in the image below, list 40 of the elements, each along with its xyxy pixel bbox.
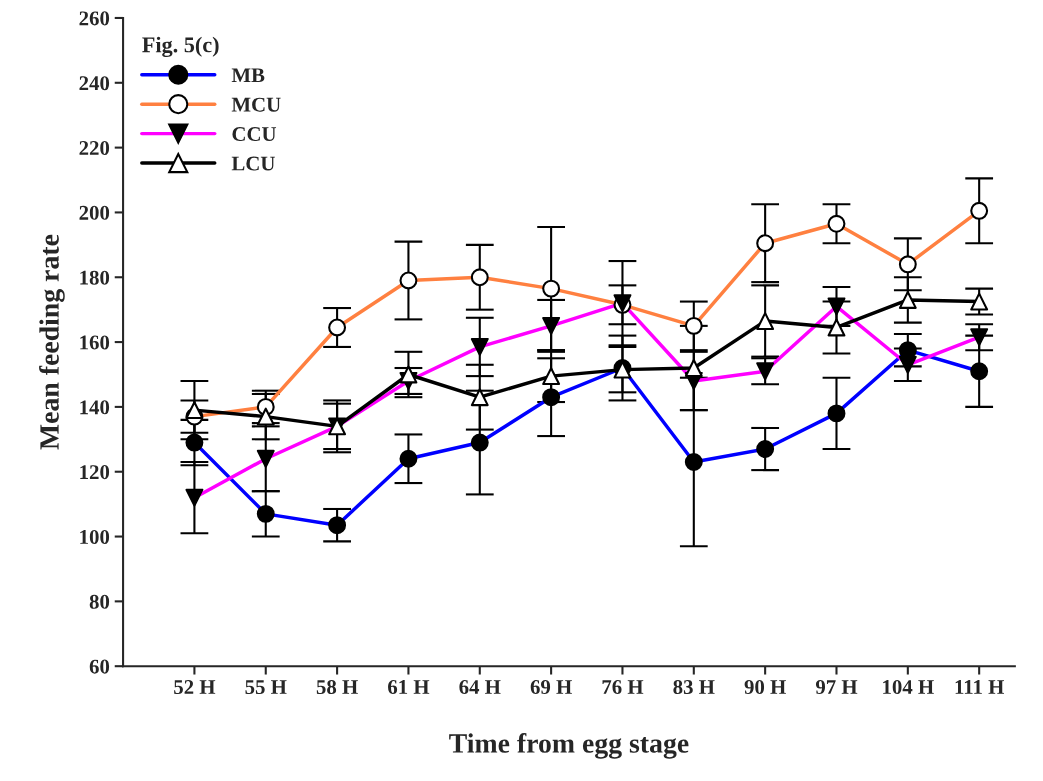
y-axis-title: Mean feeding rate bbox=[39, 234, 65, 450]
x-tick-label: 83 H bbox=[673, 679, 715, 695]
point bbox=[684, 359, 703, 377]
y-tick-label: 220 bbox=[79, 140, 110, 156]
y-tick-label: 60 bbox=[89, 659, 110, 674]
point bbox=[542, 367, 561, 386]
x-tick-label: 55 H bbox=[245, 680, 287, 695]
point bbox=[185, 401, 204, 420]
x-tick-label: 64 H bbox=[459, 680, 501, 695]
point bbox=[898, 290, 917, 309]
legend-label: MB bbox=[231, 68, 265, 83]
point bbox=[256, 407, 275, 426]
legend-label: CCU bbox=[232, 127, 277, 142]
y-tick-label: 240 bbox=[79, 76, 110, 91]
point bbox=[470, 388, 489, 407]
y-tick-label: 100 bbox=[80, 529, 110, 544]
x-tick-label: 69 H bbox=[530, 680, 572, 695]
point bbox=[756, 312, 775, 330]
legend-label: LCU bbox=[231, 156, 275, 171]
y-tick-label: 260 bbox=[79, 11, 110, 26]
x-tick-label: 90 H bbox=[744, 679, 786, 695]
x-tick-label: 61 H bbox=[388, 680, 430, 695]
x-tick-label: 104 H bbox=[883, 679, 934, 695]
legend-label: MCU bbox=[231, 97, 281, 112]
y-tick-label: 120 bbox=[80, 465, 110, 480]
legend-title: Fig. 5(c) bbox=[142, 36, 219, 58]
x-tick-label: 97 H bbox=[815, 680, 858, 695]
y-tick-label: 80 bbox=[89, 594, 110, 609]
x-tick-label: 52 H bbox=[174, 680, 216, 695]
y-tick-label: 160 bbox=[80, 335, 110, 350]
y-tick-label: 200 bbox=[79, 205, 110, 220]
point bbox=[399, 365, 418, 384]
point bbox=[827, 318, 846, 337]
y-tick-label: 140 bbox=[80, 400, 110, 415]
x-tick-label: 76 H bbox=[602, 680, 644, 695]
y-tick-label: 180 bbox=[80, 270, 110, 285]
x-tick-label: 58 H bbox=[316, 679, 358, 695]
x-tick-label: 111 H bbox=[955, 680, 1005, 694]
point bbox=[970, 292, 989, 311]
x-axis-title: Time from egg stage bbox=[449, 733, 689, 759]
